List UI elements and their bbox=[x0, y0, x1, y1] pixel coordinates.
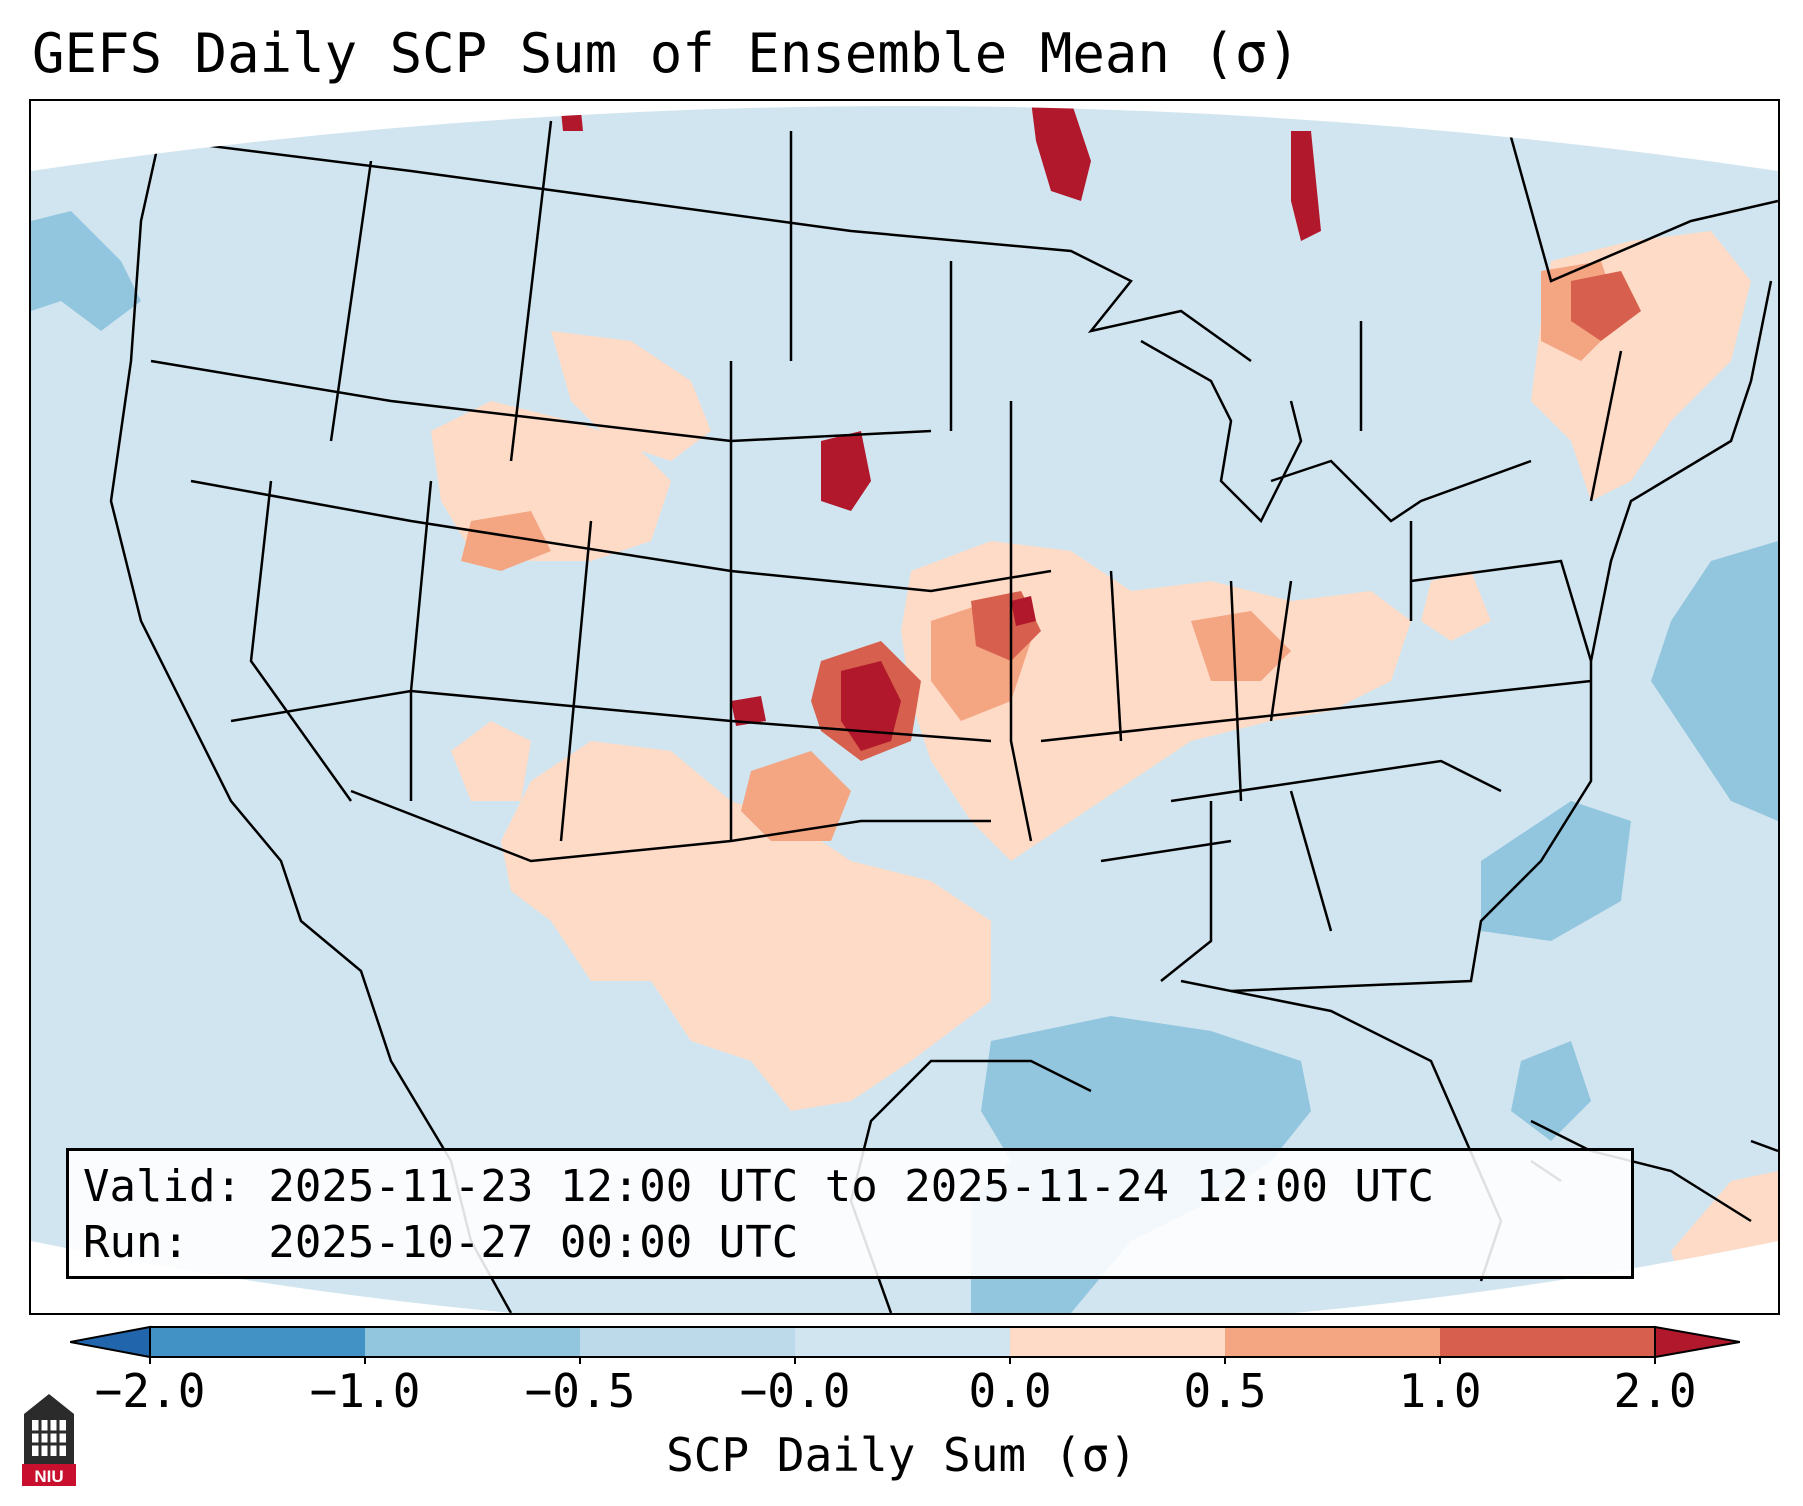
niu-logo-icon: NIU bbox=[22, 1394, 76, 1486]
map-panel bbox=[29, 99, 1780, 1315]
colorbar-bin-5 bbox=[1010, 1327, 1225, 1357]
run-time-line: Run: 2025-10-27 00:00 UTC bbox=[83, 1217, 799, 1268]
colorbar-bin-3 bbox=[580, 1327, 795, 1357]
tick-label: 0.0 bbox=[968, 1364, 1052, 1418]
colorbar-label: SCP Daily Sum (σ) bbox=[666, 1428, 1137, 1482]
colorbar-under-extension bbox=[70, 1325, 151, 1359]
colorbar-bin-7 bbox=[1440, 1327, 1655, 1357]
colorbar-ticks bbox=[149, 1357, 1656, 1364]
map-title: GEFS Daily SCP Sum of Ensemble Mean (σ) bbox=[32, 22, 1300, 85]
valid-time-line: Valid: 2025-11-23 12:00 UTC to 2025-11-2… bbox=[83, 1161, 1435, 1212]
tick-label: 2.0 bbox=[1613, 1364, 1697, 1418]
anomaly-cells bbox=[31, 106, 1778, 1313]
tick-label: 0.5 bbox=[1183, 1364, 1267, 1418]
valid-time-box: Valid: 2025-11-23 12:00 UTC to 2025-11-2… bbox=[66, 1148, 1634, 1279]
colorbar bbox=[70, 1325, 1740, 1364]
colorbar-bin-4 bbox=[795, 1327, 1010, 1357]
tick-label: 1.0 bbox=[1398, 1364, 1482, 1418]
colorbar-bin-1 bbox=[150, 1327, 365, 1357]
colorbar-frame bbox=[149, 1326, 1656, 1358]
tick-label: −0.0 bbox=[739, 1364, 851, 1418]
map-canvas bbox=[31, 106, 1778, 1313]
logo-text: NIU bbox=[34, 1467, 63, 1486]
colorbar-over-extension bbox=[1654, 1325, 1740, 1359]
tick-label: −0.5 bbox=[524, 1364, 636, 1418]
colorbar-bin-2 bbox=[365, 1327, 580, 1357]
colorbar-bin-6 bbox=[1225, 1327, 1440, 1357]
tick-label: −1.0 bbox=[309, 1364, 421, 1418]
tick-label: −2.0 bbox=[94, 1364, 206, 1418]
